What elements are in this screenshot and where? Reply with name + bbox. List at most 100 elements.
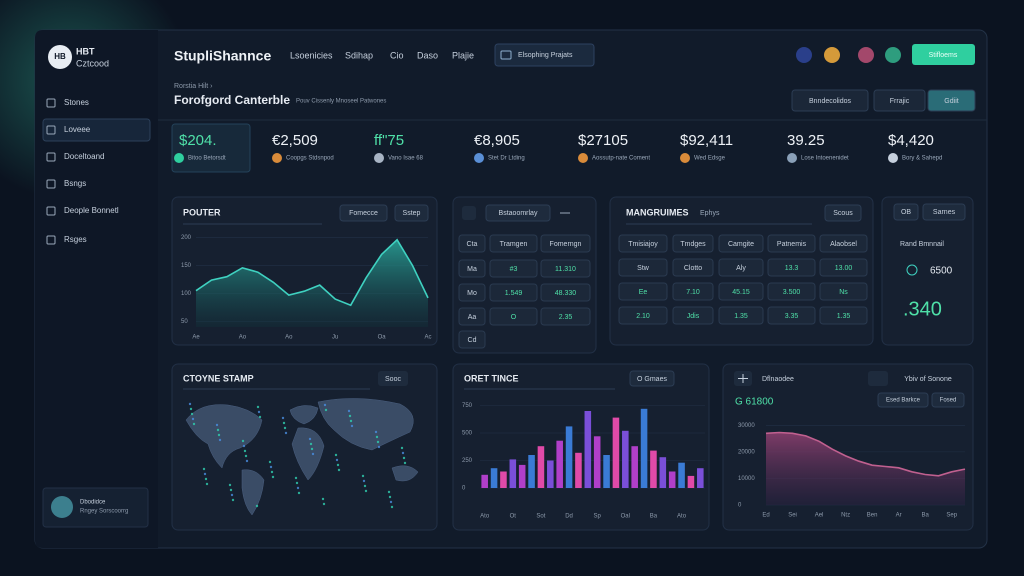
nav-link[interactable]: Cio	[390, 50, 404, 60]
page-title: Forofgord Canterble	[174, 93, 290, 107]
nav-link[interactable]: Plajie	[452, 50, 474, 60]
search-text: Elsophing Prajats	[518, 52, 573, 59]
y-tick-label: 100	[181, 291, 192, 297]
chip	[931, 392, 965, 408]
x-tick-label: Sp	[594, 514, 602, 520]
sidebar-item[interactable]: Deople Bonnetl	[64, 206, 119, 215]
nav-icon	[46, 125, 56, 135]
header-text: Camgite	[728, 241, 754, 248]
metric-label: Rand Bmnnail	[900, 241, 944, 248]
bar	[584, 411, 592, 488]
map-dot	[323, 403, 327, 407]
map-dot	[190, 412, 194, 416]
cell-text: 2.10	[636, 313, 650, 320]
map-dot	[284, 431, 288, 435]
header-cell	[672, 234, 714, 253]
map-dot	[297, 491, 301, 495]
panel-action[interactable]: Ybiv of Sonone	[904, 376, 952, 383]
sidebar-item[interactable]: Doceltoand	[64, 152, 104, 161]
cell-text: 1.35	[734, 313, 748, 320]
sidebar-item[interactable]: Bsngs	[64, 179, 86, 188]
x-tick-label: Dd	[565, 514, 573, 520]
x-tick-label: Ato	[677, 514, 687, 520]
chip-button[interactable]	[378, 371, 408, 386]
cell-text: Mo	[467, 290, 477, 297]
chip-button[interactable]	[824, 204, 862, 222]
y-tick-label: 200	[181, 235, 192, 241]
y-tick-label: 30000	[738, 423, 755, 429]
map-dot	[321, 497, 325, 501]
map-dot	[364, 489, 368, 493]
nav-link[interactable]: Lsoenicies	[290, 50, 333, 60]
stat-icon	[787, 153, 797, 163]
map-landmass	[391, 465, 419, 482]
line	[195, 238, 429, 307]
action-button[interactable]	[791, 89, 869, 112]
chip-button[interactable]	[629, 370, 675, 387]
stat-icon	[680, 153, 690, 163]
cell-text: Cta	[467, 241, 478, 248]
nav-icon	[46, 179, 56, 189]
chip-button[interactable]	[394, 204, 429, 222]
icon-button[interactable]	[462, 206, 476, 220]
map-dot	[336, 463, 340, 467]
table-cell	[540, 259, 591, 278]
map-dot	[217, 433, 221, 437]
button-text: Fomecce	[349, 210, 378, 217]
cell-text: 1.35	[837, 313, 851, 320]
cell-text: Fomerngn	[550, 241, 582, 248]
button-text: Gdiit	[944, 98, 958, 105]
table-cell	[819, 258, 868, 277]
nav-link[interactable]: Sdihap	[345, 50, 373, 60]
table-cell	[718, 258, 764, 277]
stat-icon	[474, 153, 484, 163]
x-tick-label: Ba	[650, 514, 658, 520]
nav-icon	[46, 152, 56, 162]
y-tick-label: 250	[462, 458, 473, 464]
map-dot	[296, 486, 300, 490]
table-cell	[458, 283, 486, 302]
chip	[893, 203, 919, 221]
search-icon	[500, 50, 512, 60]
avatar	[858, 47, 874, 63]
sidebar-item[interactable]: Loveee	[64, 125, 91, 134]
chip	[485, 204, 551, 222]
action-button[interactable]	[927, 89, 976, 112]
avatar	[796, 47, 812, 63]
map-dot	[218, 438, 222, 442]
map-dot	[245, 459, 249, 463]
icon-button[interactable]	[868, 371, 888, 386]
logo	[48, 45, 72, 69]
avatar	[885, 47, 901, 63]
chip-button[interactable]	[922, 203, 966, 221]
action-button[interactable]	[873, 89, 926, 112]
bar	[622, 430, 629, 488]
primary-button[interactable]	[912, 44, 975, 65]
brand: Cztcood	[76, 58, 109, 68]
cell-text: Stw	[637, 265, 650, 272]
stat-value: $204.	[179, 132, 217, 149]
metric-big: .340	[903, 298, 942, 320]
sidebar-item[interactable]: Rsges	[64, 235, 87, 244]
stat-value: €2,509	[272, 132, 318, 149]
nav-link[interactable]: Daso	[417, 50, 438, 60]
cell-text: 3.35	[785, 313, 799, 320]
chip-button[interactable]	[339, 204, 388, 222]
bar	[640, 408, 648, 488]
x-tick-label: Ac	[424, 335, 431, 341]
button-text: Sarnes	[933, 209, 956, 216]
profile-name: Dbodidce	[80, 500, 106, 506]
cell-text: Cd	[468, 337, 477, 344]
x-tick-label: Sei	[788, 513, 797, 519]
map-dot	[309, 442, 313, 446]
sidebar-item[interactable]: Stones	[64, 98, 89, 107]
map-dot	[271, 475, 275, 479]
map-dot	[308, 437, 312, 441]
table-cell	[718, 282, 764, 301]
stat-label: Wed Edsge	[694, 156, 726, 162]
table-cell	[458, 259, 486, 278]
x-tick-label: Ae	[192, 335, 200, 341]
search-box[interactable]	[494, 43, 595, 67]
